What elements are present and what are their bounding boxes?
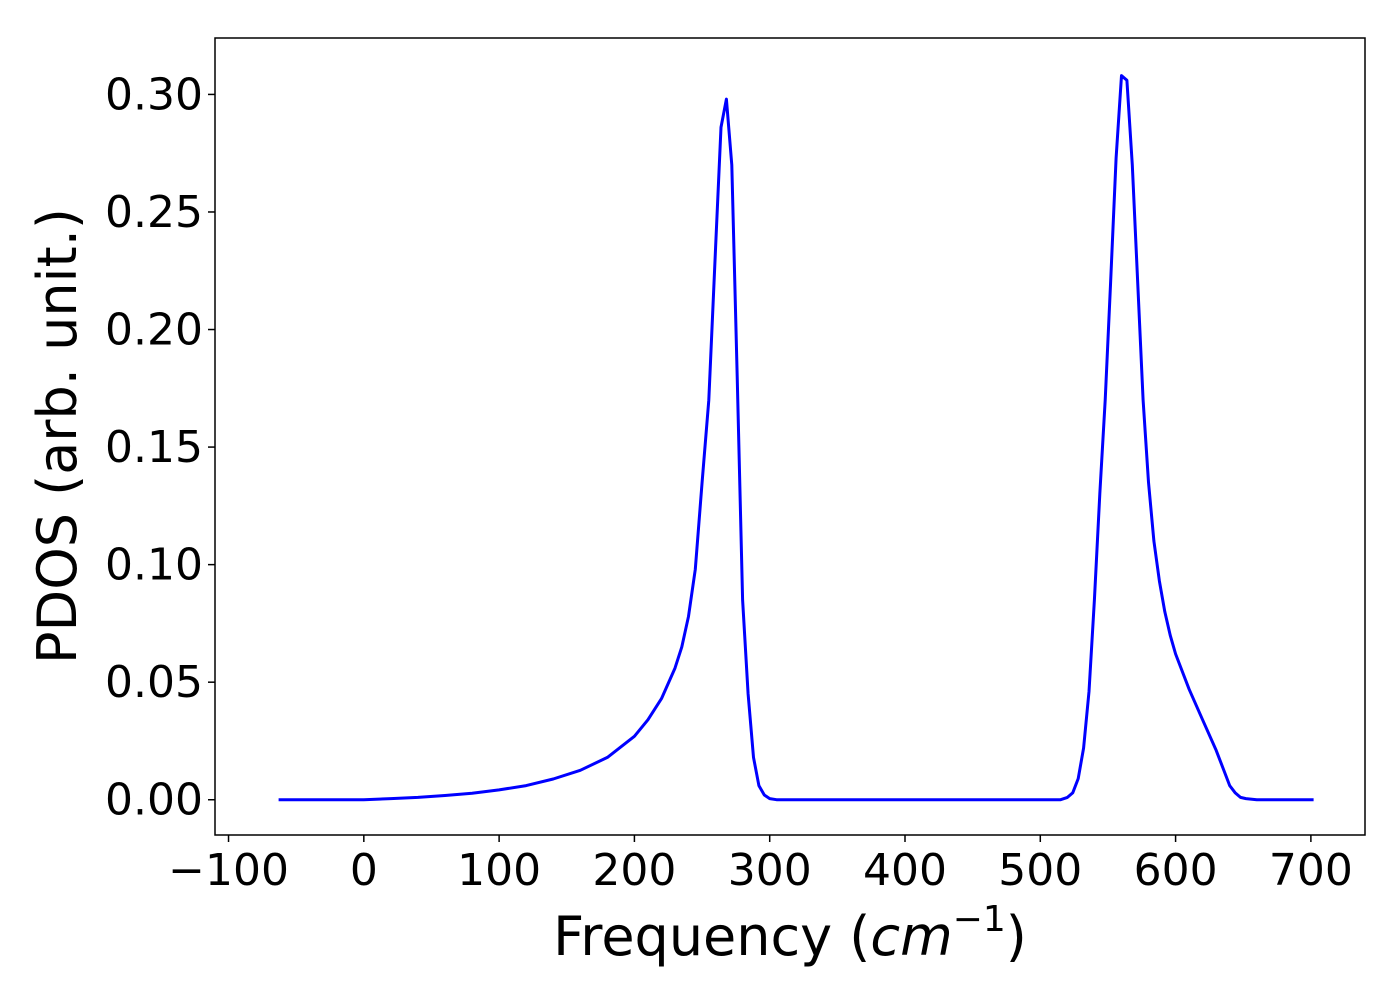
y-tick-label: 0.10: [105, 540, 203, 591]
x-tick-label: 100: [457, 845, 541, 896]
pdos-series-line: [278, 74, 1314, 802]
x-tick-label: −100: [168, 845, 289, 896]
y-tick-label: 0.25: [105, 187, 203, 238]
x-tick-label: 600: [1134, 845, 1218, 896]
y-tick-label: 0.20: [105, 305, 203, 356]
x-tick-label: 500: [998, 845, 1082, 896]
y-tick-label: 0.00: [105, 775, 203, 826]
y-tick-label: 0.15: [105, 422, 203, 473]
y-tick-label: 0.05: [105, 657, 203, 708]
y-axis-label: PDOS (arb. unit.): [26, 208, 89, 664]
x-tick-label: 0: [350, 845, 378, 896]
x-axis-label: Frequency (cm−1): [553, 899, 1027, 968]
x-axis-ticks: −100 0 100 200 300 400 500 600 700: [168, 835, 1353, 896]
x-tick-label: 300: [728, 845, 812, 896]
x-tick-label: 700: [1269, 845, 1353, 896]
x-tick-label: 400: [863, 845, 947, 896]
x-tick-label: 200: [592, 845, 676, 896]
y-axis-ticks: 0.00 0.05 0.10 0.15 0.20 0.25 0.30: [105, 69, 215, 826]
plot-area-frame: [214, 37, 1366, 836]
y-tick-label: 0.30: [105, 69, 203, 120]
